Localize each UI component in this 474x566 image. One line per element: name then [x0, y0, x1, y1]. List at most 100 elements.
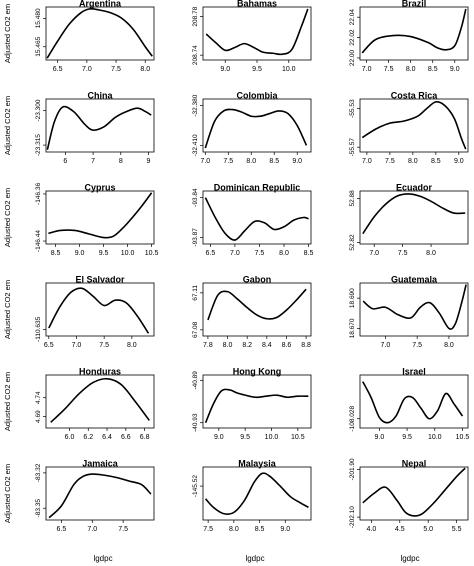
x-tick-label: 7	[91, 158, 95, 165]
x-tick-label: 9.5	[99, 250, 109, 257]
panel-title: Cyprus	[84, 183, 115, 193]
panel-frame	[359, 466, 469, 521]
x-tick-label: 4.5	[395, 526, 405, 533]
panel-frame	[202, 190, 312, 245]
x-tick-label: 7.5	[118, 526, 128, 533]
x-tick-label: 10.0	[265, 434, 279, 441]
y-tick-label: -201.90	[349, 458, 356, 480]
panel-title: China	[87, 91, 113, 101]
x-tick-label: 6.6	[121, 434, 131, 441]
x-tick-label: 7.5	[255, 250, 265, 257]
series-line	[46, 105, 152, 150]
y-tick-label: -83.32	[35, 463, 42, 482]
x-tick-label: 7.0	[369, 250, 379, 257]
y-tick-label: -40.93	[192, 413, 199, 432]
y-tick-label: -93.84	[192, 188, 199, 207]
x-tick-label: 7.0	[72, 342, 82, 349]
panel-israel: Israel 9.0 9.5 10.0 10.5 -108.028	[349, 367, 469, 442]
y-tick-label: -93.87	[192, 228, 199, 247]
x-axis-label-col3: lgdpc	[400, 554, 419, 563]
panel-frame	[202, 374, 312, 429]
panel-title: Guatemala	[391, 275, 438, 285]
y-tick-label: 52.88	[349, 190, 356, 207]
panel-frame	[202, 98, 312, 153]
x-tick-label: 8.6	[282, 342, 292, 349]
x-tick-label: 9.0	[375, 434, 385, 441]
x-tick-label: 8.8	[301, 342, 311, 349]
panel-guatemala: Guatemala 7.0 7.5 8.0 18.670 18.690	[349, 275, 469, 349]
x-tick-label: 9	[147, 158, 151, 165]
y-tick-label: 18.670	[349, 318, 356, 338]
panel-title: Gabon	[243, 275, 272, 285]
panel-title: Dominican Republic	[214, 183, 301, 193]
panel-nepal: Nepal 4.0 4.5 5.0 5.5 -202.10 -201.90	[349, 458, 469, 533]
y-tick-label: 208.74	[192, 45, 199, 65]
x-tick-label: 8.0	[223, 342, 233, 349]
y-axis-label: Adjusted CO2 em	[3, 188, 12, 247]
y-tick-label: 15.480	[35, 8, 42, 28]
x-tick-label: 8.5	[431, 158, 441, 165]
x-tick-label: 8.0	[229, 526, 239, 533]
y-tick-label: -32.410	[192, 134, 199, 156]
x-tick-label: 6	[63, 158, 67, 165]
panel-frame	[359, 98, 469, 153]
panel-hong-kong: Hong Kong 9.0 9.5 10.0 10.5 -40.93 -40.89	[192, 367, 312, 441]
panel-argentina: Argentina 6.5 7.0 7.5 8.0 15.465 15.480 Adjuste…	[3, 0, 155, 73]
series-line	[207, 288, 307, 321]
series-line	[46, 7, 153, 59]
panel-ecuador: Ecuador 7.0 7.5 8.0 52.82 52.88	[349, 183, 469, 257]
series-line	[50, 377, 150, 423]
x-tick-label: 7.0	[87, 526, 97, 533]
x-tick-label: 7.5	[203, 526, 213, 533]
x-tick-label: 9.0	[214, 434, 224, 441]
series-line	[362, 381, 464, 424]
panel-frame	[202, 6, 312, 61]
panel-title: Argentina	[79, 0, 122, 9]
x-tick-label: 9.5	[252, 66, 262, 73]
x-tick-label: 8.0	[426, 250, 436, 257]
panel-frame	[202, 282, 312, 337]
x-axis-label-col2: lgdpc	[245, 554, 264, 563]
series-line	[48, 473, 152, 519]
x-tick-label: 7.0	[362, 66, 372, 73]
series-line	[204, 472, 309, 515]
y-axis-label: Adjusted CO2 em	[3, 372, 12, 431]
y-axis-label: Adjusted CO2 em	[3, 464, 12, 523]
y-tick-label: 18.690	[349, 288, 356, 308]
y-tick-label: -145.52	[192, 475, 199, 497]
panel-costa-rica: Costa Rica 7.0 7.5 8.0 8.5 9.0 -55.57 -55.53	[349, 91, 469, 165]
y-tick-label: 208.78	[192, 6, 199, 26]
panel-title: Jamaica	[82, 459, 119, 469]
panel-malaysia: Malaysia 7.5 8.0 8.5 9.0 -145.52	[192, 459, 312, 533]
x-tick-label: 7.5	[412, 342, 422, 349]
series-line	[204, 388, 309, 424]
x-tick-label: 10.0	[428, 434, 442, 441]
x-tick-label: 9.0	[75, 250, 85, 257]
x-tick-label: 9.5	[240, 434, 250, 441]
y-tick-label: -23.315	[35, 134, 42, 156]
x-tick-label: 9.5	[402, 434, 412, 441]
y-tick-label: -108.028	[349, 406, 356, 432]
x-tick-label: 9.0	[454, 158, 464, 165]
x-tick-label: 8.5	[304, 250, 314, 257]
series-line	[48, 192, 153, 239]
panel-frame	[45, 374, 155, 429]
y-tick-label: 67.08	[192, 321, 199, 338]
y-tick-label: 67.11	[192, 285, 199, 301]
x-tick-label: 10.0	[121, 250, 135, 257]
series-line	[362, 467, 466, 517]
panel-bahamas: Bahamas 9.0 9.5 10.0 208.74 208.78	[192, 0, 312, 73]
x-tick-label: 6.4	[102, 434, 112, 441]
series-line	[362, 193, 466, 235]
panel-china: China 6 7 8 9 -23.315 -23.300 Adjusted CO2 em	[3, 91, 155, 165]
x-tick-label: 8.5	[269, 158, 279, 165]
panel-frame	[202, 466, 312, 521]
x-tick-label: 6.5	[53, 66, 63, 73]
x-tick-label: 8.0	[140, 66, 150, 73]
y-tick-label: -55.53	[349, 99, 356, 118]
x-tick-label: 5.0	[423, 526, 433, 533]
y-tick-label: 52.82	[349, 234, 356, 251]
panel-title: Brazil	[402, 0, 427, 9]
panel-colombia: Colombia 7.0 7.5 8.0 8.5 9.0 -32.410 -32.380	[192, 91, 312, 165]
